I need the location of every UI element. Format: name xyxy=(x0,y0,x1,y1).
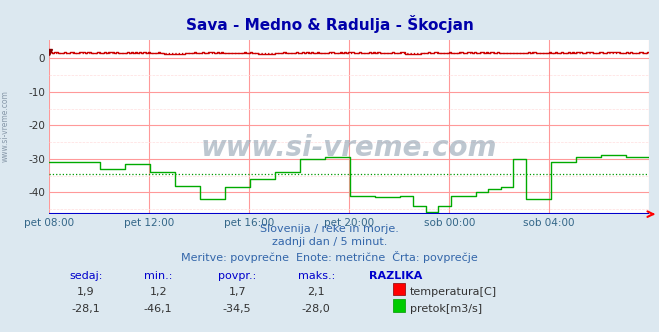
Text: 1,9: 1,9 xyxy=(77,287,94,297)
Text: www.si-vreme.com: www.si-vreme.com xyxy=(201,134,498,162)
Text: povpr.:: povpr.: xyxy=(218,271,256,281)
Text: -34,5: -34,5 xyxy=(223,304,252,314)
Text: temperatura[C]: temperatura[C] xyxy=(410,287,497,297)
Text: pretok[m3/s]: pretok[m3/s] xyxy=(410,304,482,314)
Text: zadnji dan / 5 minut.: zadnji dan / 5 minut. xyxy=(272,237,387,247)
Text: 1,2: 1,2 xyxy=(150,287,167,297)
Text: min.:: min.: xyxy=(144,271,173,281)
Text: maks.:: maks.: xyxy=(298,271,335,281)
Text: sedaj:: sedaj: xyxy=(69,271,102,281)
Text: 2,1: 2,1 xyxy=(308,287,325,297)
Text: Slovenija / reke in morje.: Slovenija / reke in morje. xyxy=(260,224,399,234)
Text: RAZLIKA: RAZLIKA xyxy=(369,271,422,281)
Text: 1,7: 1,7 xyxy=(229,287,246,297)
Text: Sava - Medno & Radulja - Škocjan: Sava - Medno & Radulja - Škocjan xyxy=(186,15,473,33)
Text: -46,1: -46,1 xyxy=(144,304,173,314)
Text: www.si-vreme.com: www.si-vreme.com xyxy=(1,90,10,162)
Text: Meritve: povprečne  Enote: metrične  Črta: povprečje: Meritve: povprečne Enote: metrične Črta:… xyxy=(181,251,478,263)
Text: -28,1: -28,1 xyxy=(71,304,100,314)
Text: -28,0: -28,0 xyxy=(302,304,331,314)
